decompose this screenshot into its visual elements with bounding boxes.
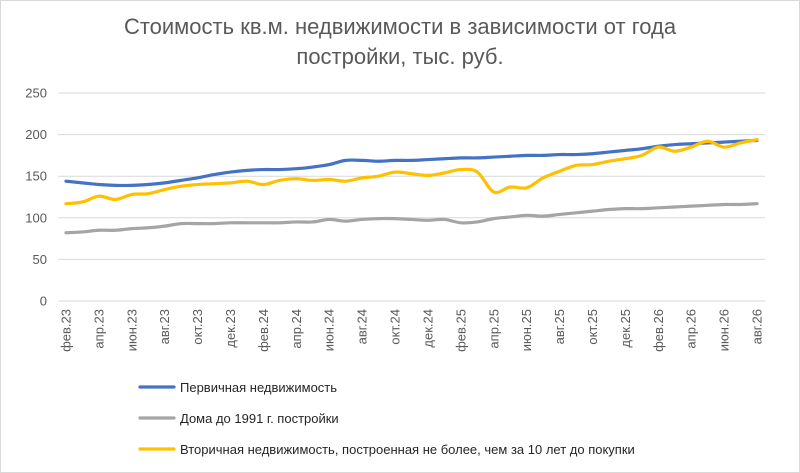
- x-tick-label: фев.23: [59, 309, 74, 352]
- x-tick-label: дек.23: [223, 309, 238, 348]
- x-tick-label: фев.24: [256, 309, 271, 352]
- chart-title: Стоимость кв.м. недвижимости в зависимос…: [0, 12, 800, 72]
- x-tick-label: июн.23: [124, 309, 139, 351]
- x-tick-label: апр.24: [289, 309, 304, 349]
- x-tick-label: июн.26: [717, 309, 732, 351]
- x-tick-label: авг.23: [157, 309, 172, 344]
- legend-label-2: Дома до 1991 г. постройки: [180, 411, 339, 426]
- chart-title-line-2: постройки, тыс. руб.: [296, 44, 504, 69]
- x-tick-label: окт.25: [585, 309, 600, 345]
- chart-title-line-1: Стоимость кв.м. недвижимости в зависимос…: [123, 14, 677, 39]
- x-tick-label: апр.25: [486, 309, 501, 349]
- y-tick-label: 0: [40, 294, 47, 309]
- x-tick-label: апр.26: [684, 309, 699, 349]
- x-tick-label: фев.25: [453, 309, 468, 352]
- x-tick-label: окт.24: [388, 309, 403, 345]
- x-tick-label: авг.26: [750, 309, 765, 344]
- legend-label-3: Вторичная недвижимость, построенная не б…: [180, 442, 635, 457]
- x-tick-label: дек.25: [618, 309, 633, 348]
- x-tick-label: апр.23: [91, 309, 106, 349]
- x-tick-label: фев.26: [651, 309, 666, 352]
- y-tick-label: 150: [25, 169, 47, 184]
- legend: Первичная недвижимость Дома до 1991 г. по…: [138, 380, 635, 457]
- y-tick-label: 200: [25, 127, 47, 142]
- x-tick-label: июн.25: [519, 309, 534, 351]
- series-line-2: [64, 202, 759, 235]
- x-tick-label: дек.24: [420, 309, 435, 348]
- x-tick-label: июн.24: [322, 309, 337, 351]
- x-tick-label: авг.24: [355, 309, 370, 344]
- series-line-3: [64, 137, 759, 206]
- x-tick-label: авг.25: [552, 309, 567, 344]
- gridlines: [58, 92, 765, 302]
- legend-label-1: Первичная недвижимость: [180, 380, 337, 395]
- y-tick-label: 50: [33, 252, 47, 267]
- y-tick-label: 100: [25, 210, 47, 225]
- y-tick-label: 250: [25, 86, 47, 101]
- x-tick-label: окт.23: [190, 309, 205, 345]
- y-axis: 0 50 100 150 200 250: [25, 86, 47, 309]
- series-line-1: [64, 138, 759, 188]
- series-lines: [64, 137, 759, 235]
- x-axis: фев.23 апр.23 июн.23 авг.23 окт.23 дек.23 фев.…: [59, 309, 765, 352]
